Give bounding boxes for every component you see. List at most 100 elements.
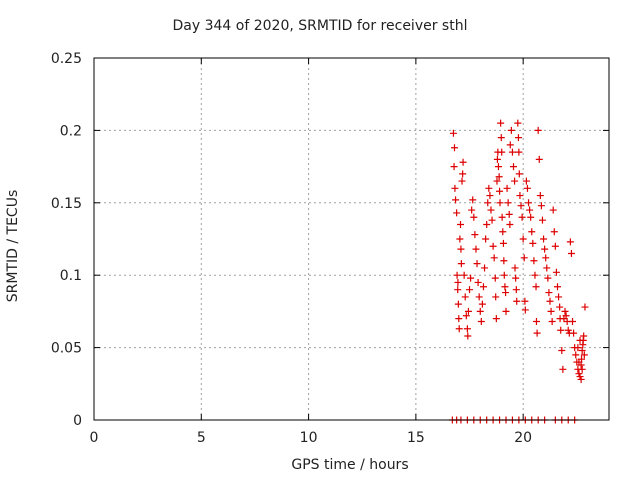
- data-point: [521, 306, 529, 314]
- data-point: [521, 297, 529, 305]
- data-point: [532, 283, 540, 291]
- chart-title: Day 344 of 2020, SRMTID for receiver sth…: [172, 18, 468, 34]
- data-point: [516, 192, 524, 200]
- data-point: [506, 221, 514, 229]
- data-point: [511, 264, 519, 272]
- data-point: [535, 155, 543, 163]
- x-tick-label: 20: [514, 430, 532, 446]
- data-point: [542, 254, 550, 262]
- data-point: [502, 307, 510, 315]
- data-point: [459, 158, 467, 166]
- data-point: [492, 315, 500, 323]
- data-point: [538, 216, 546, 224]
- data-point: [449, 129, 457, 137]
- data-point: [574, 344, 582, 352]
- data-point: [548, 318, 556, 326]
- data-point: [499, 228, 507, 236]
- data-point: [479, 283, 487, 291]
- data-point: [455, 315, 463, 323]
- data-point: [545, 289, 553, 297]
- data-point: [474, 278, 482, 286]
- data-points: [448, 119, 589, 424]
- x-axis-label: GPS time / hours: [291, 457, 409, 473]
- data-point: [554, 283, 561, 291]
- data-point: [506, 141, 514, 149]
- data-point: [526, 206, 534, 214]
- data-point: [559, 365, 567, 373]
- data-point: [551, 242, 559, 250]
- y-tick-label: 0.2: [60, 123, 82, 139]
- data-point: [547, 307, 555, 315]
- data-point: [498, 148, 506, 156]
- data-point: [478, 300, 486, 308]
- data-point: [511, 177, 519, 185]
- data-point: [555, 293, 563, 301]
- data-point: [580, 332, 588, 340]
- data-point: [567, 249, 575, 257]
- data-point: [457, 221, 465, 229]
- data-point: [497, 134, 505, 142]
- x-tick-label: 5: [197, 430, 206, 446]
- data-point: [514, 134, 522, 142]
- data-point: [520, 254, 528, 262]
- data-point: [534, 126, 542, 134]
- data-point: [471, 231, 479, 239]
- data-point: [512, 286, 520, 294]
- data-point: [462, 312, 470, 320]
- data-point: [451, 184, 459, 192]
- y-tick-label: 0: [73, 413, 82, 429]
- data-point: [561, 307, 569, 315]
- data-point: [452, 196, 460, 204]
- data-point: [543, 264, 551, 272]
- data-point: [481, 264, 489, 272]
- data-point: [556, 303, 564, 311]
- data-point: [488, 216, 496, 224]
- data-point: [487, 206, 495, 214]
- data-point: [558, 346, 566, 354]
- x-tick-label: 10: [300, 430, 318, 446]
- data-point: [493, 155, 501, 163]
- data-point: [515, 170, 523, 178]
- data-point: [489, 242, 497, 250]
- data-point: [518, 213, 526, 221]
- data-point: [508, 148, 516, 156]
- data-point: [457, 260, 465, 268]
- data-point: [533, 329, 541, 337]
- data-point: [580, 351, 588, 359]
- data-point: [575, 358, 583, 366]
- data-point: [557, 326, 565, 334]
- data-point: [453, 209, 461, 217]
- data-point: [513, 297, 521, 305]
- data-point: [463, 325, 471, 333]
- data-point: [523, 184, 531, 192]
- data-point: [458, 177, 466, 185]
- data-point: [490, 254, 498, 262]
- x-tick-label: 15: [407, 430, 425, 446]
- data-point: [517, 202, 525, 210]
- data-point: [514, 119, 522, 127]
- x-tick-label: 0: [90, 430, 99, 446]
- data-point: [569, 318, 577, 326]
- data-point: [467, 274, 475, 282]
- data-point: [469, 196, 477, 204]
- data-point: [491, 274, 499, 282]
- data-point: [549, 206, 557, 214]
- data-point: [457, 245, 465, 253]
- data-point: [454, 300, 462, 308]
- data-point: [476, 307, 484, 315]
- data-point: [472, 245, 480, 253]
- data-point: [510, 163, 518, 171]
- y-axis-label: SRMTID / TECUs: [5, 189, 21, 303]
- data-point: [483, 221, 491, 229]
- data-point: [464, 307, 472, 315]
- y-tick-label: 0.1: [60, 268, 82, 284]
- data-point: [485, 184, 493, 192]
- data-point: [459, 170, 467, 178]
- data-point: [454, 286, 462, 294]
- data-point: [470, 213, 478, 221]
- data-point: [541, 245, 549, 253]
- data-point: [552, 268, 560, 276]
- data-point: [496, 199, 504, 207]
- data-point: [461, 293, 469, 301]
